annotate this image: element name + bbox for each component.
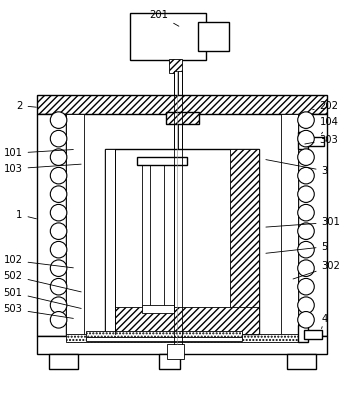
Circle shape: [298, 260, 314, 276]
Bar: [86, 337, 242, 341]
Bar: [298, 325, 308, 342]
Bar: [198, 22, 229, 51]
Text: 102: 102: [4, 255, 73, 268]
Circle shape: [50, 186, 67, 202]
Circle shape: [50, 278, 67, 295]
Text: 3: 3: [266, 160, 328, 176]
Text: 2: 2: [16, 100, 36, 110]
Circle shape: [298, 112, 314, 128]
Circle shape: [50, 260, 67, 276]
Bar: [37, 114, 66, 336]
Text: 301: 301: [266, 218, 340, 228]
Text: 303: 303: [305, 135, 339, 145]
Bar: [130, 13, 206, 60]
Circle shape: [50, 297, 67, 314]
Bar: [37, 336, 327, 354]
Circle shape: [298, 130, 314, 147]
Bar: [281, 114, 298, 336]
Circle shape: [298, 186, 314, 202]
Bar: [169, 59, 182, 73]
Bar: [305, 137, 325, 146]
Circle shape: [50, 312, 67, 328]
Circle shape: [298, 223, 314, 240]
Circle shape: [50, 130, 67, 147]
Circle shape: [298, 167, 314, 184]
Text: 5: 5: [266, 242, 328, 253]
Bar: [164, 163, 173, 307]
Bar: [178, 72, 182, 344]
Bar: [166, 112, 199, 124]
Circle shape: [298, 278, 314, 295]
Circle shape: [50, 167, 67, 184]
Bar: [304, 330, 322, 339]
Text: 202: 202: [313, 100, 339, 110]
Bar: [105, 149, 259, 334]
Bar: [66, 114, 84, 336]
Circle shape: [298, 241, 314, 258]
Circle shape: [50, 112, 67, 128]
Bar: [49, 354, 78, 370]
Circle shape: [50, 241, 67, 258]
Text: 501: 501: [4, 288, 81, 308]
Bar: [173, 72, 178, 344]
Circle shape: [50, 204, 67, 221]
Bar: [167, 344, 184, 359]
Text: 201: 201: [149, 10, 179, 26]
Bar: [298, 132, 308, 149]
Bar: [136, 157, 187, 165]
Text: 502: 502: [4, 271, 81, 292]
Circle shape: [50, 149, 67, 166]
Bar: [37, 95, 327, 114]
Bar: [143, 163, 150, 307]
Circle shape: [298, 312, 314, 328]
Circle shape: [298, 204, 314, 221]
Circle shape: [298, 297, 314, 314]
Bar: [230, 149, 259, 334]
Bar: [286, 354, 316, 370]
Text: 4: 4: [322, 314, 328, 328]
Bar: [115, 307, 259, 334]
Bar: [105, 149, 115, 334]
Text: 1: 1: [16, 210, 36, 220]
Text: 103: 103: [4, 164, 81, 174]
Text: 101: 101: [4, 148, 73, 158]
Bar: [159, 354, 180, 370]
Text: 302: 302: [293, 261, 340, 279]
Bar: [86, 332, 242, 337]
Bar: [143, 305, 173, 313]
Text: 104: 104: [320, 117, 339, 134]
Circle shape: [298, 149, 314, 166]
Bar: [298, 114, 327, 336]
Text: 503: 503: [4, 304, 73, 318]
Circle shape: [50, 223, 67, 240]
Bar: [66, 334, 298, 342]
